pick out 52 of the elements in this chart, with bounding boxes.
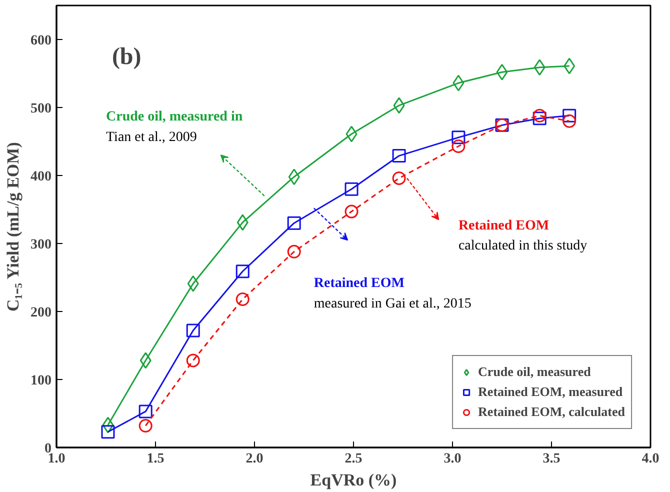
y-tick-label: 100	[30, 374, 52, 388]
point	[564, 58, 576, 74]
point	[562, 108, 576, 122]
x-tick-label: 4.0	[642, 452, 660, 466]
legend-label: Crude oil, measured	[478, 364, 591, 380]
x-tick-label: 3.0	[444, 452, 462, 466]
point	[393, 97, 405, 114]
point	[452, 140, 466, 153]
point	[392, 149, 406, 163]
y-tick-label: 600	[30, 34, 52, 48]
point	[287, 244, 301, 258]
point	[138, 419, 152, 432]
y-tick-label: 500	[30, 102, 52, 116]
point	[101, 425, 115, 439]
point	[236, 214, 248, 231]
x-tick-label: 2.0	[246, 452, 264, 466]
y-tick-label: 400	[30, 170, 52, 184]
x-axis-title: EqVRo (%)	[310, 470, 397, 490]
annotation: Retained EOM calculated in this study	[458, 218, 588, 254]
point	[562, 114, 576, 128]
point	[287, 216, 301, 230]
point	[346, 126, 358, 142]
point	[236, 264, 250, 278]
point	[288, 168, 300, 186]
x-tick-label: 1.0	[48, 452, 66, 466]
point	[187, 275, 199, 292]
x-tick-label: 1.5	[146, 452, 164, 466]
y-tick-label: 300	[30, 238, 52, 252]
annotation: Crude oil, measured in Tian et al., 2009	[106, 110, 243, 145]
point	[532, 112, 546, 126]
legend-label: Retained EOM, measured	[478, 384, 623, 400]
point	[102, 416, 114, 434]
point	[344, 182, 358, 196]
point	[392, 171, 406, 185]
point	[186, 354, 200, 368]
annotation: (b)	[112, 44, 142, 70]
y-tick-label: 200	[30, 306, 52, 320]
y-axis-title: C₁₋₅ Yield (mL/g EOM)	[4, 142, 22, 312]
legend-label: Retained EOM, calculated	[478, 404, 625, 420]
point	[496, 64, 508, 80]
point	[532, 108, 546, 122]
annotation: Retained EOM measured in Gai et al., 2015	[314, 276, 472, 312]
point	[344, 204, 358, 218]
point	[138, 404, 152, 418]
point	[140, 352, 152, 369]
point	[452, 74, 464, 92]
x-tick-label: 3.5	[542, 452, 560, 466]
point	[186, 324, 200, 338]
point	[534, 59, 546, 76]
x-tick-label: 2.5	[344, 452, 362, 466]
point	[452, 130, 466, 144]
point	[236, 292, 250, 306]
